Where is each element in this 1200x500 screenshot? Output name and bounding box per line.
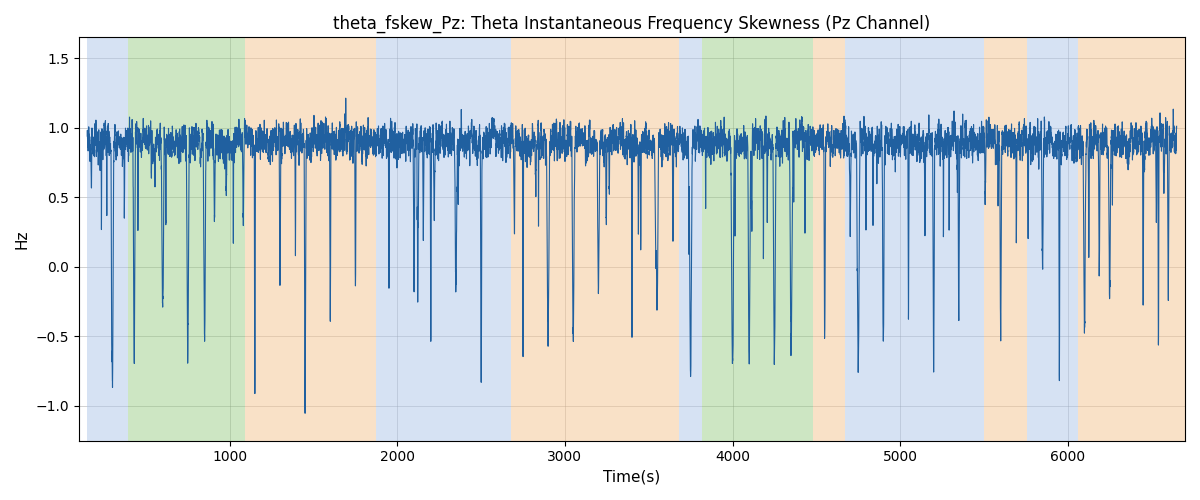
Bar bbox=[1027, 38, 1078, 440]
Y-axis label: Hz: Hz bbox=[14, 230, 30, 249]
Bar bbox=[127, 38, 245, 440]
Bar bbox=[1078, 38, 1186, 440]
Bar bbox=[812, 38, 845, 440]
Bar bbox=[245, 38, 376, 440]
Bar bbox=[376, 38, 511, 440]
X-axis label: Time(s): Time(s) bbox=[604, 470, 660, 485]
Bar bbox=[984, 38, 1027, 440]
Title: theta_fskew_Pz: Theta Instantaneous Frequency Skewness (Pz Channel): theta_fskew_Pz: Theta Instantaneous Freq… bbox=[334, 15, 930, 34]
Bar bbox=[845, 38, 984, 440]
Bar bbox=[511, 38, 679, 440]
Bar bbox=[679, 38, 702, 440]
Bar bbox=[702, 38, 812, 440]
Bar bbox=[88, 38, 127, 440]
